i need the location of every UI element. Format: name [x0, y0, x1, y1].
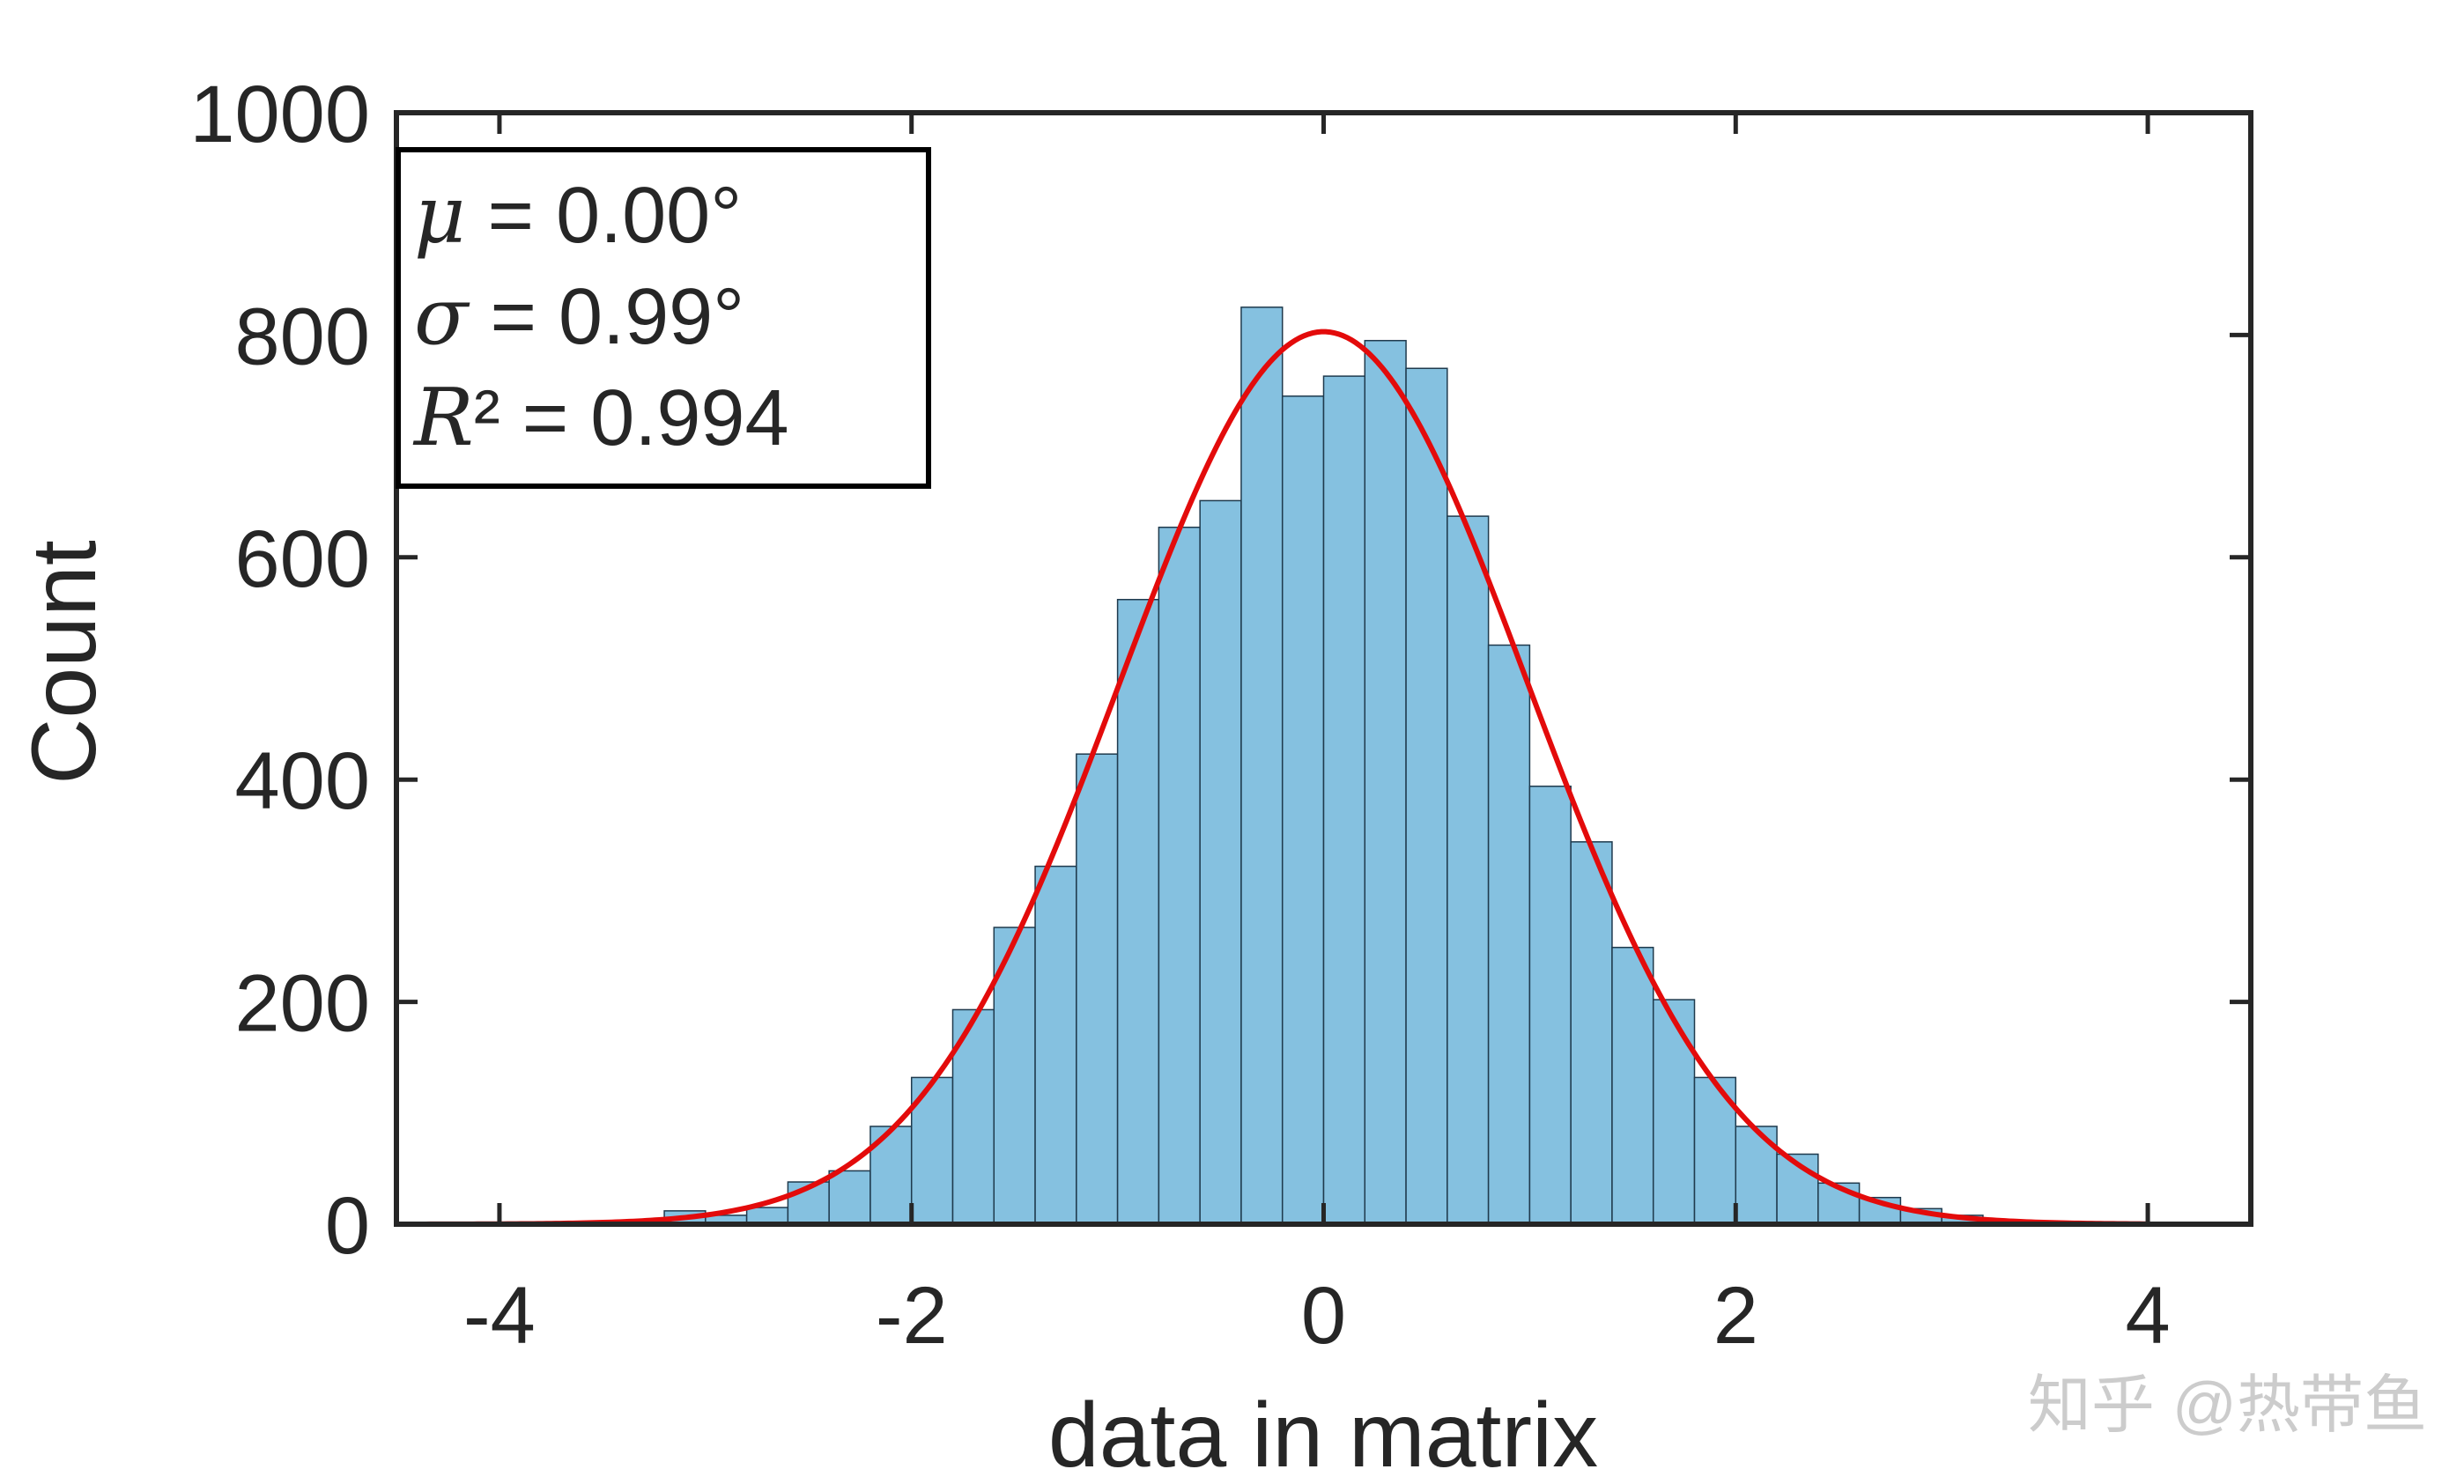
histogram-bar-4	[828, 1170, 871, 1225]
stat-mu-value: = 0.00°	[466, 172, 743, 260]
gaussian-fit-curve	[417, 329, 2149, 1227]
x-tick-label-0: -4	[463, 1271, 536, 1361]
histogram-bar-18	[1405, 367, 1448, 1225]
watermark: 知乎 @热带鱼	[2028, 1370, 2427, 1441]
y-tick-label-2: 400	[235, 736, 371, 826]
y-tick-labels: 0 200 400 600 800 1000	[189, 70, 370, 1271]
histogram-bar-14	[1240, 306, 1284, 1225]
histogram-bar-13	[1199, 499, 1242, 1225]
stat-r2-value: ² = 0.994	[474, 374, 789, 462]
histogram-bar-22	[1570, 841, 1613, 1225]
stat-r2: R² = 0.994	[412, 372, 789, 464]
axis-ticks	[396, 110, 2251, 1227]
histogram-bar-17	[1364, 339, 1407, 1225]
y-tick-label-1: 200	[235, 959, 371, 1049]
x-tick-labels: -4 -2 0 2 4	[463, 1271, 2171, 1361]
histogram-bar-21	[1528, 786, 1572, 1225]
x-axis-title: data in matrix	[1048, 1384, 1598, 1484]
x-tick-label-4: 4	[2125, 1271, 2170, 1361]
stat-mu-symbol: μ	[414, 169, 466, 262]
histogram-bar-24	[1652, 999, 1696, 1225]
stats-box: μ = 0.00° σ = 0.99° R² = 0.994	[396, 147, 931, 489]
histogram-bar-15	[1281, 395, 1325, 1225]
histogram-bar-9	[1034, 865, 1077, 1225]
stat-mu: μ = 0.00°	[414, 169, 742, 262]
x-tick-label-3: 2	[1713, 1271, 1758, 1361]
stat-sigma: σ = 0.99°	[414, 270, 744, 363]
x-tick-label-1: -2	[876, 1271, 948, 1361]
histogram-bar-16	[1322, 375, 1366, 1225]
y-tick-label-4: 800	[235, 292, 371, 381]
histogram-bars	[663, 306, 1984, 1225]
stat-sigma-symbol: σ	[414, 270, 470, 363]
y-tick-label-3: 600	[235, 514, 371, 604]
stat-r2-symbol: R	[412, 372, 474, 464]
histogram-bar-19	[1447, 515, 1490, 1225]
y-tick-label-0: 0	[325, 1181, 370, 1271]
y-tick-label-5: 1000	[189, 70, 370, 159]
stat-sigma-value: = 0.99°	[468, 273, 744, 361]
histogram-bar-11	[1116, 599, 1160, 1225]
histogram-bar-12	[1158, 526, 1201, 1225]
x-tick-label-2: 0	[1301, 1271, 1346, 1361]
histogram-bar-20	[1487, 644, 1531, 1225]
stats-box-border	[396, 147, 931, 489]
y-axis-title: Count	[13, 540, 115, 785]
histogram-bar-10	[1076, 753, 1119, 1225]
histogram-bar-23	[1611, 947, 1654, 1225]
